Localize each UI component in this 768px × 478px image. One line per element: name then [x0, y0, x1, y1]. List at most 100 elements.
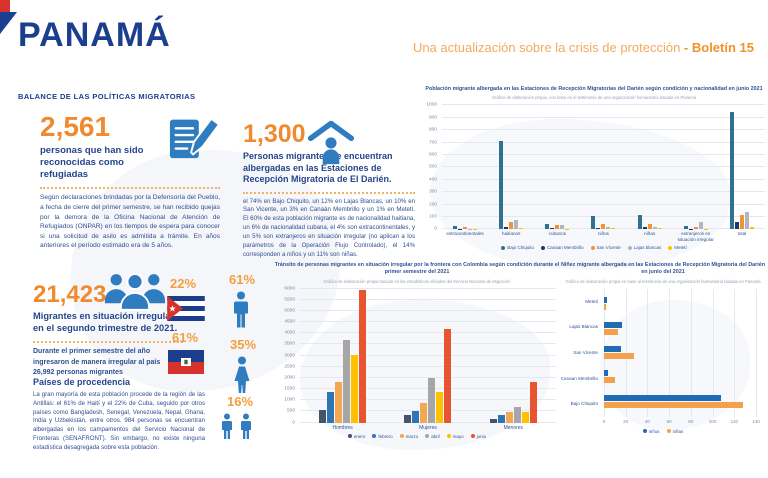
legend-label: Lajas blancas: [633, 245, 662, 251]
legend-swatch: [470, 434, 475, 439]
origins-body: La gran mayoría de esta población proced…: [33, 391, 205, 451]
gridline: [300, 354, 556, 356]
woman-icon: [232, 356, 252, 399]
legend-label: niñas: [672, 428, 684, 434]
plot: [442, 104, 765, 230]
bar-rows: [604, 289, 756, 417]
bar-Bajo Chiquito: [453, 226, 458, 230]
people-group-icon: [104, 270, 166, 317]
chart-plot-area: Metetí Lajas Blancas San Vicente Canaan Mem…: [560, 288, 766, 417]
x-axis-tick: 40: [644, 418, 650, 424]
bar-niños: [604, 394, 722, 401]
origins-section: Países de procedencia La gran mayoría de…: [33, 377, 205, 453]
legend-label: junio: [476, 433, 487, 439]
gridline: [442, 178, 765, 180]
chart-subtitle: Gráfico de elaboración propia en base al…: [565, 278, 761, 284]
x-axis-label: total: [737, 231, 747, 237]
gridline: [442, 191, 765, 193]
legend-label: Metetí: [674, 245, 687, 251]
bar-niños: [604, 346, 622, 353]
bar-group: [385, 289, 470, 423]
y-axis: 0 100 200 300 400 500 600 700 800 900 1000: [420, 102, 440, 232]
bar-group: [719, 105, 765, 230]
corner-flag-red: [0, 0, 10, 12]
x-axis: 0 20 40 60 80 100 120 140: [603, 417, 760, 426]
legend-item: Metetí: [668, 245, 687, 250]
stat-refugees: 2,561 personas que han sido reconocidas …: [40, 113, 220, 251]
gridline: [300, 421, 556, 423]
chart-title: Población migrante albergada en las Esta…: [425, 86, 763, 92]
bar-niñas: [604, 377, 615, 384]
chart-legend: niños niñas: [560, 429, 766, 434]
bar-abril: [343, 339, 351, 423]
bar-mayo: [351, 355, 359, 423]
legend-label: marzo: [405, 433, 419, 439]
children-icons: [220, 413, 254, 445]
gridline: [647, 288, 649, 417]
chart-title: Niñez migrante albergada en las Estacion…: [560, 262, 765, 276]
category-label: Canaan Membrillo: [560, 375, 598, 381]
y-axis-tick: 200: [428, 202, 437, 207]
divider: [33, 340, 183, 343]
irregular-label: Migrantes en situación irregular en el s…: [33, 311, 178, 333]
men-percent: 61%: [229, 272, 256, 287]
sheltered-value: 1,300: [243, 120, 306, 148]
divider: [40, 187, 220, 190]
gridline: [300, 298, 556, 300]
bar-San Vicente: [463, 226, 468, 230]
bar-Bajo Chiquito: [683, 225, 688, 230]
bar-groups: [300, 289, 556, 423]
legend-swatch: [425, 434, 430, 439]
section-title: BALANCE DE LAS POLÍTICAS MIGRATORIAS: [18, 92, 196, 101]
gridline: [669, 288, 671, 417]
x-axis-labels: Hombres Mujeres Menores: [300, 423, 556, 431]
bar-group: [534, 105, 580, 230]
x-axis-tick: 60: [666, 418, 672, 424]
bar-groups: [442, 105, 765, 230]
y-axis: 0 500 1000 1500 2000 2500 3000 3500 4000 4500 5000…: [272, 286, 298, 425]
sheltered-body: el 74% en Bajo Chiquito, un 12% en Lajas…: [243, 197, 415, 258]
bar-marzo: [505, 412, 513, 423]
y-axis-tick: 300: [428, 189, 437, 195]
chart-plot-area: 0 500 1000 1500 2000 2500 3000 3500 4000 4500 5000…: [272, 286, 562, 425]
x-axis-labels: extracontinentales haitianos cubanos niños n…: [442, 229, 765, 242]
y-axis-tick: 5500: [284, 297, 295, 303]
x-axis-label: extranjeros en situación irregular: [677, 231, 714, 242]
x-axis-label: niños: [598, 231, 609, 237]
legend-label: niños: [648, 428, 660, 434]
category-label: Bajo Chiquito: [570, 401, 598, 407]
bar-niñas: [604, 401, 743, 408]
document-pen-icon: [168, 113, 221, 166]
bar-Canaan Membrillo: [596, 227, 601, 230]
legend-swatch: [446, 434, 451, 439]
gridline: [300, 287, 556, 289]
haiti-percent: 61%: [172, 330, 199, 345]
legend-item: niños: [642, 428, 660, 434]
bar-Lajas blancas: [744, 212, 749, 230]
bar-group: [488, 105, 534, 230]
bar-Bajo Chiquito: [499, 141, 504, 230]
bar-group: [604, 346, 756, 360]
x-axis-label: Menores: [503, 424, 524, 431]
bar-San Vicente: [601, 223, 606, 230]
gridline: [442, 141, 765, 143]
bar-Metetí: [611, 227, 616, 230]
legend-label: Canaan Membrillo: [547, 245, 584, 251]
bar-Bajo Chiquito: [545, 223, 550, 230]
legend-item: niñas: [666, 428, 684, 434]
y-axis-tick: 6000: [284, 286, 295, 292]
x-axis-label: extracontinentales: [446, 231, 484, 237]
category-label: Lajas Blancas: [569, 324, 598, 330]
legend-swatch: [399, 434, 404, 439]
corner-flag-blue: [0, 12, 17, 34]
bar-Metetí: [657, 228, 662, 230]
y-axis-tick: 600: [428, 152, 437, 158]
bar-group: [604, 321, 756, 335]
bar-Lajas blancas: [652, 226, 657, 230]
y-axis-tick: 1000: [426, 102, 437, 108]
haiti-flag-icon: [167, 350, 205, 379]
bar-Canaan Membrillo: [458, 228, 463, 230]
y-axis-tick: 3500: [284, 341, 295, 347]
x-axis-tick: 120: [730, 418, 739, 424]
